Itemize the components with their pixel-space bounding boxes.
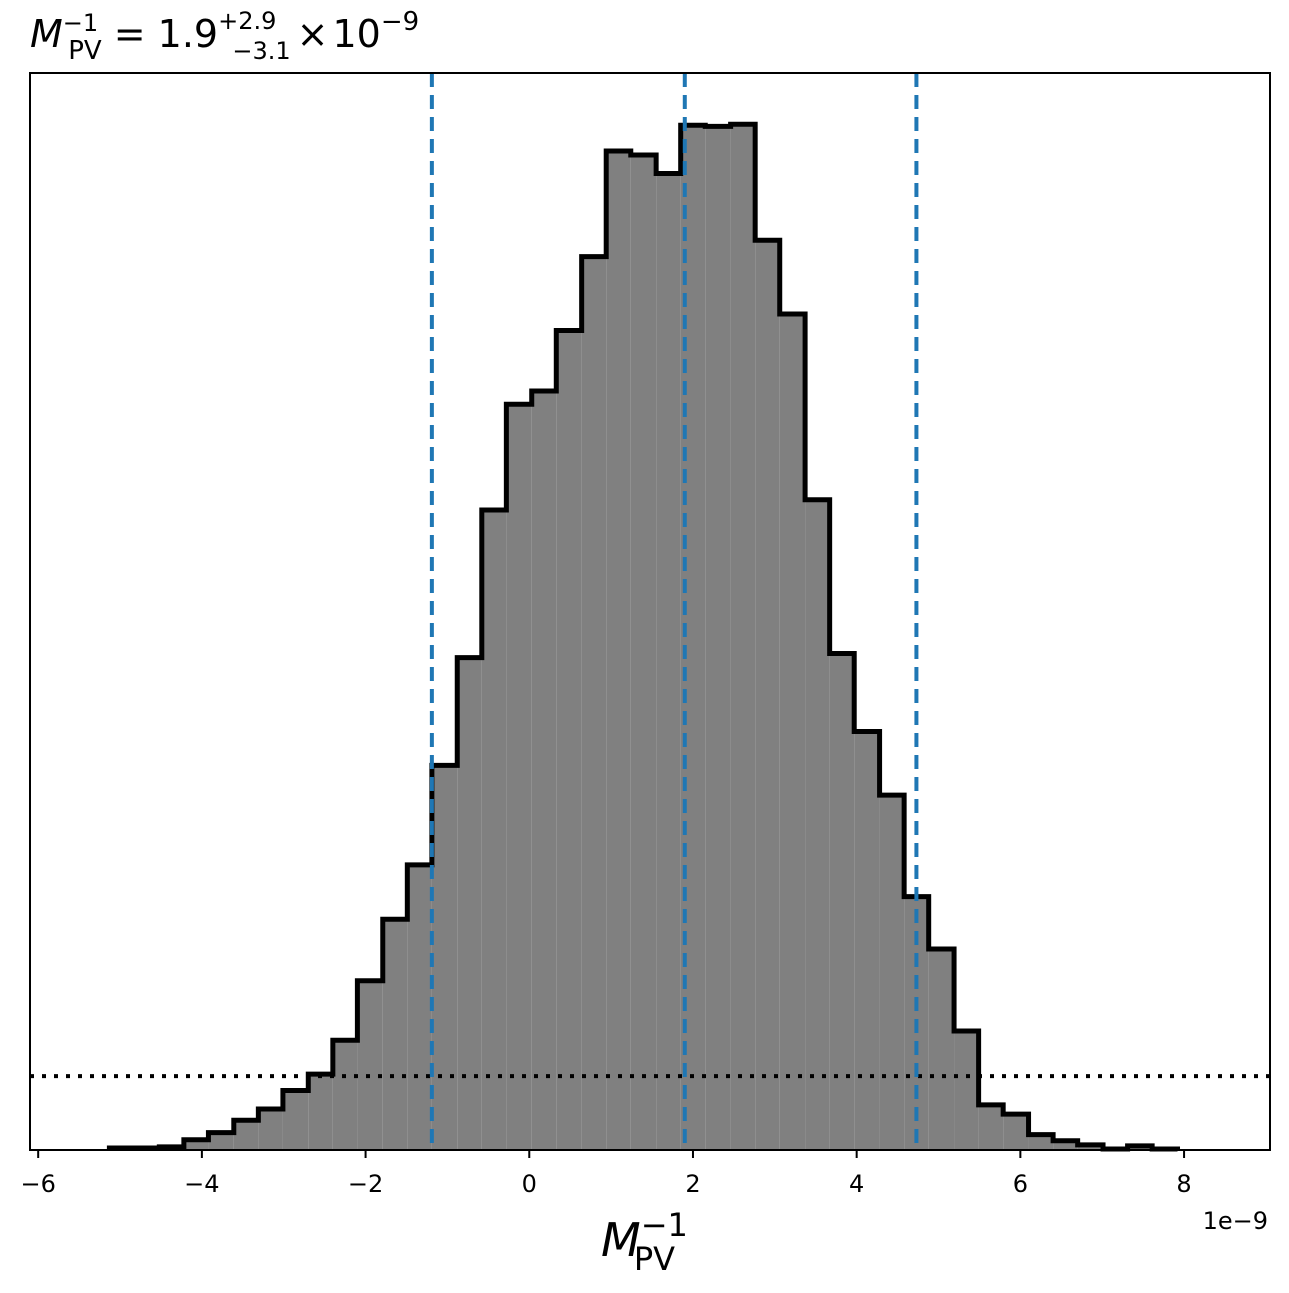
histogram-bar bbox=[705, 126, 731, 1150]
axes-frame bbox=[29, 72, 1271, 1151]
x-tick-label: 4 bbox=[849, 1170, 864, 1198]
x-axis-ticks: −6 −4 −2 0 2 4 6 8 bbox=[20, 1150, 1192, 1198]
histogram-bar bbox=[531, 390, 557, 1150]
histogram-bar bbox=[233, 1120, 259, 1150]
histogram-bar bbox=[581, 256, 607, 1150]
x-axis-offset-label: 1e−9 bbox=[1203, 1207, 1268, 1235]
histogram-bar bbox=[208, 1132, 234, 1150]
histogram-bar bbox=[357, 980, 383, 1150]
histogram-bar bbox=[1077, 1144, 1104, 1150]
x-tick-label: −4 bbox=[184, 1170, 219, 1198]
title-times: × bbox=[297, 12, 329, 56]
histogram-bar bbox=[382, 919, 408, 1150]
histogram-bar bbox=[431, 765, 458, 1150]
histogram-bar bbox=[978, 1104, 1004, 1150]
histogram-bar bbox=[779, 314, 806, 1150]
histogram-bar bbox=[506, 404, 532, 1150]
histogram-bar bbox=[730, 124, 756, 1150]
histogram-bar bbox=[1003, 1114, 1029, 1150]
histogram-bar bbox=[1028, 1134, 1054, 1150]
x-tick-label: 6 bbox=[1013, 1170, 1028, 1198]
title-power-exponent: −9 bbox=[381, 7, 419, 37]
x-tick-label: −6 bbox=[20, 1170, 55, 1198]
histogram-bar bbox=[556, 330, 582, 1150]
histogram-bar bbox=[854, 731, 880, 1150]
histogram-bar bbox=[457, 657, 482, 1150]
histogram-bar bbox=[258, 1108, 283, 1150]
plot-area bbox=[30, 73, 1270, 1152]
title-lower-error: −3.1 bbox=[232, 37, 290, 65]
title-power-base: 10 bbox=[333, 12, 381, 56]
histogram-bar bbox=[805, 499, 830, 1150]
title-equals: = bbox=[102, 12, 158, 56]
title-median: 1.9 bbox=[158, 12, 218, 56]
title-subscript: PV bbox=[68, 36, 102, 66]
histogram-bar bbox=[829, 653, 855, 1150]
x-tick-label: 0 bbox=[522, 1170, 537, 1198]
title-superscript: −1 bbox=[63, 9, 98, 37]
histogram-bar bbox=[282, 1090, 309, 1150]
histogram-bar bbox=[755, 240, 780, 1151]
chart-title: M−1 PV = 1.9+2.9 −3.1 × 10−9 bbox=[30, 7, 419, 66]
x-axis-label: M−1 PV bbox=[601, 1206, 688, 1278]
x-tick-label: 8 bbox=[1176, 1170, 1191, 1198]
xlabel-superscript: −1 bbox=[641, 1206, 688, 1244]
xlabel-subscript: PV bbox=[634, 1240, 675, 1278]
histogram-bar bbox=[308, 1074, 333, 1150]
title-symbol: M bbox=[30, 12, 63, 56]
x-tick-label: −2 bbox=[348, 1170, 383, 1198]
xlabel-symbol: M bbox=[601, 1213, 641, 1267]
x-tick-label: 2 bbox=[685, 1170, 700, 1198]
histogram-bar bbox=[332, 1040, 358, 1150]
title-upper-error: +2.9 bbox=[218, 7, 276, 35]
histogram-bar bbox=[879, 795, 905, 1150]
histogram-bar bbox=[1053, 1140, 1078, 1150]
histogram-bar bbox=[407, 864, 432, 1150]
histogram-bar bbox=[183, 1139, 209, 1150]
histogram-bar bbox=[656, 173, 681, 1150]
histogram-bar bbox=[481, 509, 507, 1150]
histogram-bar bbox=[606, 150, 631, 1150]
histogram-bar bbox=[928, 948, 955, 1150]
histogram-outline bbox=[106, 121, 1181, 1152]
histogram-bar bbox=[954, 1031, 979, 1150]
histogram-bar bbox=[630, 155, 657, 1151]
